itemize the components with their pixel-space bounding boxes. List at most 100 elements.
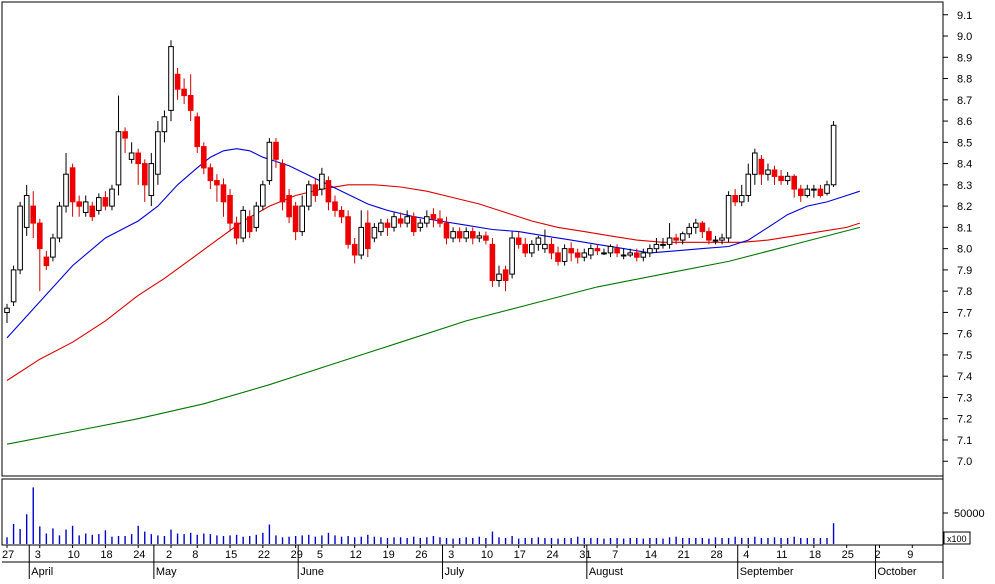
candle [798, 184, 804, 202]
candle [194, 112, 200, 153]
candle [227, 189, 233, 232]
volume-multiplier-box [943, 531, 971, 545]
candle [555, 246, 561, 266]
candle [634, 248, 640, 262]
candle [384, 218, 391, 236]
day-label: 5 [317, 549, 323, 561]
candle [784, 172, 791, 185]
candle [542, 229, 548, 253]
candle [456, 227, 463, 243]
candle [771, 165, 778, 185]
day-label: 26 [415, 549, 427, 561]
day-label: 31 [579, 549, 591, 561]
candle [82, 195, 89, 217]
candle [50, 233, 56, 262]
day-label: 27 [2, 549, 14, 561]
candle [325, 176, 332, 211]
volume-multiplier-label: x100 [947, 534, 967, 544]
day-label: 7 [612, 549, 618, 561]
candle [312, 178, 319, 202]
day-label: 28 [710, 549, 722, 561]
candle [581, 248, 588, 262]
candle [69, 163, 76, 217]
day-label: 10 [68, 549, 80, 561]
candle [607, 244, 614, 258]
candle [89, 201, 96, 221]
candle [371, 223, 378, 243]
candle [266, 138, 273, 185]
candle [627, 248, 634, 258]
candle [614, 244, 620, 258]
candle [765, 163, 771, 181]
price-tick-label: 7.6 [957, 329, 972, 341]
moving-averages [6, 148, 860, 445]
candle [233, 216, 240, 245]
candle [824, 180, 830, 196]
candle [306, 180, 312, 211]
candle [174, 67, 181, 100]
candle [693, 218, 699, 234]
candle [292, 201, 299, 241]
day-label: 14 [645, 549, 657, 561]
candle [653, 238, 660, 253]
price-axis: 7.0 7.1 7.2 7.3 7.4 7.5 7.6 7.7 7.8 7.9 8.0 8.1 8.2 8… [943, 10, 972, 468]
candle [758, 155, 765, 185]
candle [404, 210, 410, 228]
month-label: April [31, 566, 53, 578]
candle [588, 244, 594, 260]
candle [220, 178, 227, 217]
candle [817, 184, 824, 198]
price-tick-label: 7.8 [957, 286, 972, 298]
candle [686, 223, 693, 238]
candle [240, 206, 246, 243]
candle [574, 248, 581, 264]
candle [37, 218, 43, 292]
time-axis: 27 3 10 18 24 2 8 15 22 29 5 12 19 26 3 10 17 24 31 7 14 21 28… [2, 545, 917, 579]
candle [187, 74, 194, 122]
price-tick-label: 8.6 [957, 116, 972, 128]
candle [102, 191, 109, 211]
candle [430, 208, 437, 228]
price-tick-label: 8.2 [957, 201, 972, 213]
month-label: October [877, 566, 916, 578]
candle [279, 159, 286, 211]
candle [463, 227, 469, 243]
candle [673, 233, 679, 245]
candle [246, 210, 253, 238]
candle [483, 231, 489, 245]
candle [470, 227, 476, 245]
day-label: 3 [35, 549, 41, 561]
candle [122, 127, 128, 153]
candle [502, 265, 509, 292]
candle [738, 184, 745, 207]
candle [450, 227, 456, 243]
volume-axis: 50000 x100 [943, 508, 985, 545]
candle [410, 212, 417, 236]
candle [286, 189, 292, 224]
day-label: 11 [776, 549, 787, 561]
candle [640, 248, 647, 262]
panel-frames [1, 1, 944, 579]
candle [529, 240, 535, 258]
volume-bars [6, 487, 835, 544]
day-label: 17 [514, 549, 526, 561]
candle [489, 238, 496, 287]
price-tick-label: 8.4 [957, 159, 972, 171]
price-tick-label: 8.8 [957, 74, 972, 86]
candle [620, 248, 627, 260]
day-label: 22 [258, 549, 270, 561]
candle [515, 231, 522, 249]
price-tick-label: 7.1 [957, 435, 972, 447]
day-label: 12 [350, 549, 362, 561]
price-tick-label: 8.0 [957, 244, 972, 256]
candle [791, 174, 798, 198]
day-label: 19 [382, 549, 394, 561]
candle [299, 195, 305, 236]
candle [358, 210, 364, 260]
day-label: 4 [743, 549, 749, 561]
candle [201, 142, 207, 175]
candle [660, 238, 666, 249]
candle [752, 148, 758, 185]
price-tick-label: 7.3 [957, 392, 972, 404]
candle [437, 210, 443, 228]
